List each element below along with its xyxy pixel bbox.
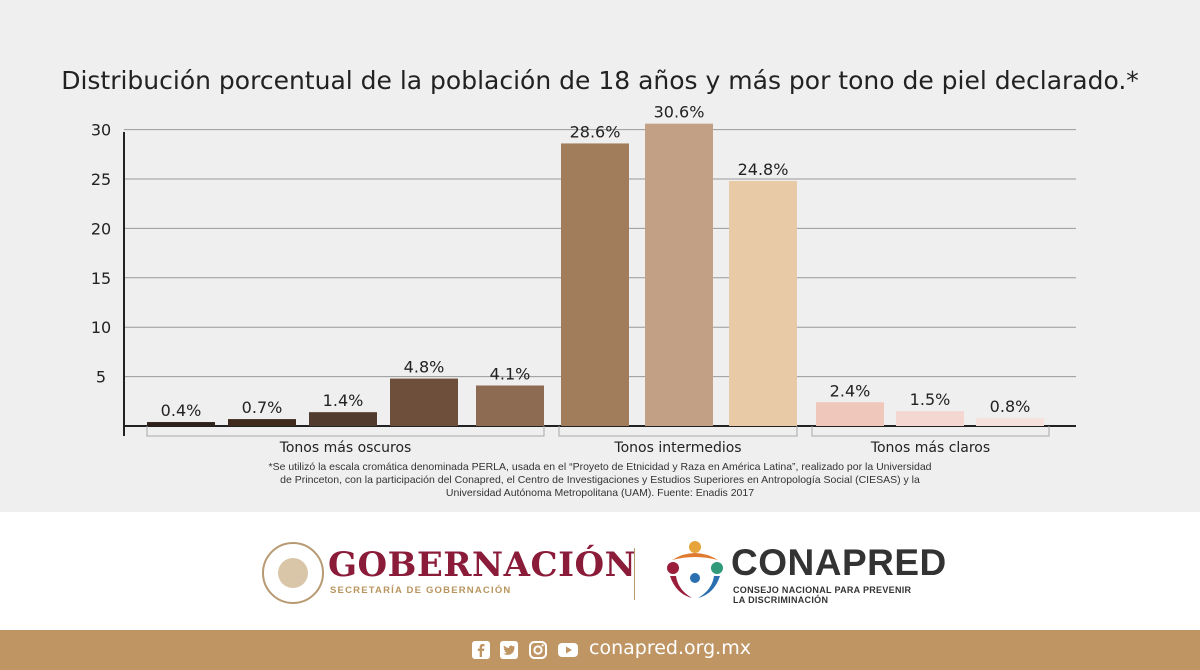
data-label: 4.8% [404,358,445,377]
conapred-subtitle-2: LA DISCRIMINACIÓN [733,595,829,605]
bar [645,123,713,426]
logo-divider [634,548,635,600]
bar [147,422,215,426]
bar [561,143,629,426]
gobernacion-title: GOBERNACIÓN [328,545,637,585]
mexico-seal-icon [262,542,324,604]
y-tick-label: 20 [91,219,111,238]
bar [390,378,458,426]
data-label: 30.6% [654,103,705,122]
footnote-line-3: Universidad Autónoma Metropolitana (UAM)… [445,487,755,499]
footnote-line-1: *Se utilizó la escala cromática denomina… [268,461,932,473]
conapred-logo-icon [667,541,723,598]
data-label: 1.4% [323,391,364,410]
gobernacion-subtitle: SECRETARÍA DE GOBERNACIÓN [330,585,512,596]
group-label: Tonos intermedios [613,440,741,456]
group-label: Tonos más oscuros [279,440,412,456]
bar [816,402,884,426]
data-label: 28.6% [570,122,621,141]
data-label: 4.1% [490,364,531,383]
conapred-title: CONAPRED [731,542,947,583]
logo-band [0,512,1200,630]
bar [729,180,797,426]
bar [228,419,296,426]
group-bracket [146,426,545,437]
group-label: Tonos más claros [870,440,990,456]
bar [896,411,964,426]
website-link[interactable]: conapred.org.mx [589,637,751,659]
group-bracket [811,426,1050,437]
bar [976,418,1044,426]
footnote: *Se utilizó la escala cromática denomina… [200,461,1000,500]
data-label: 0.7% [242,398,283,417]
y-tick-label: 25 [91,170,111,189]
data-label: 0.8% [990,397,1031,416]
bar [476,385,544,426]
footer-bar [0,630,1200,670]
bar-chart: 5 10 15 20 25 30 0.4% 0.7% 1.4% 4.8% 4.1% Tonos más… [91,103,1076,456]
facebook-icon[interactable] [471,640,491,660]
y-tick-label: 10 [91,318,111,337]
data-label: 24.8% [738,160,789,179]
data-label: 0.4% [161,401,202,420]
group-bracket [558,426,798,437]
instagram-icon[interactable] [528,640,548,660]
data-label: 1.5% [910,390,951,409]
twitter-icon[interactable] [499,640,519,660]
footnote-line-2: de Princeton, con la participación del C… [280,474,920,486]
bar [309,412,377,426]
youtube-icon[interactable] [557,640,579,660]
chart-title: Distribución porcentual de la población … [61,66,1139,95]
y-tick-label: 30 [91,121,111,140]
y-tick-label: 15 [91,269,111,288]
data-label: 2.4% [830,381,871,400]
y-tick-label: 5 [96,368,106,387]
conapred-subtitle-1: CONSEJO NACIONAL PARA PREVENIR [733,585,912,595]
